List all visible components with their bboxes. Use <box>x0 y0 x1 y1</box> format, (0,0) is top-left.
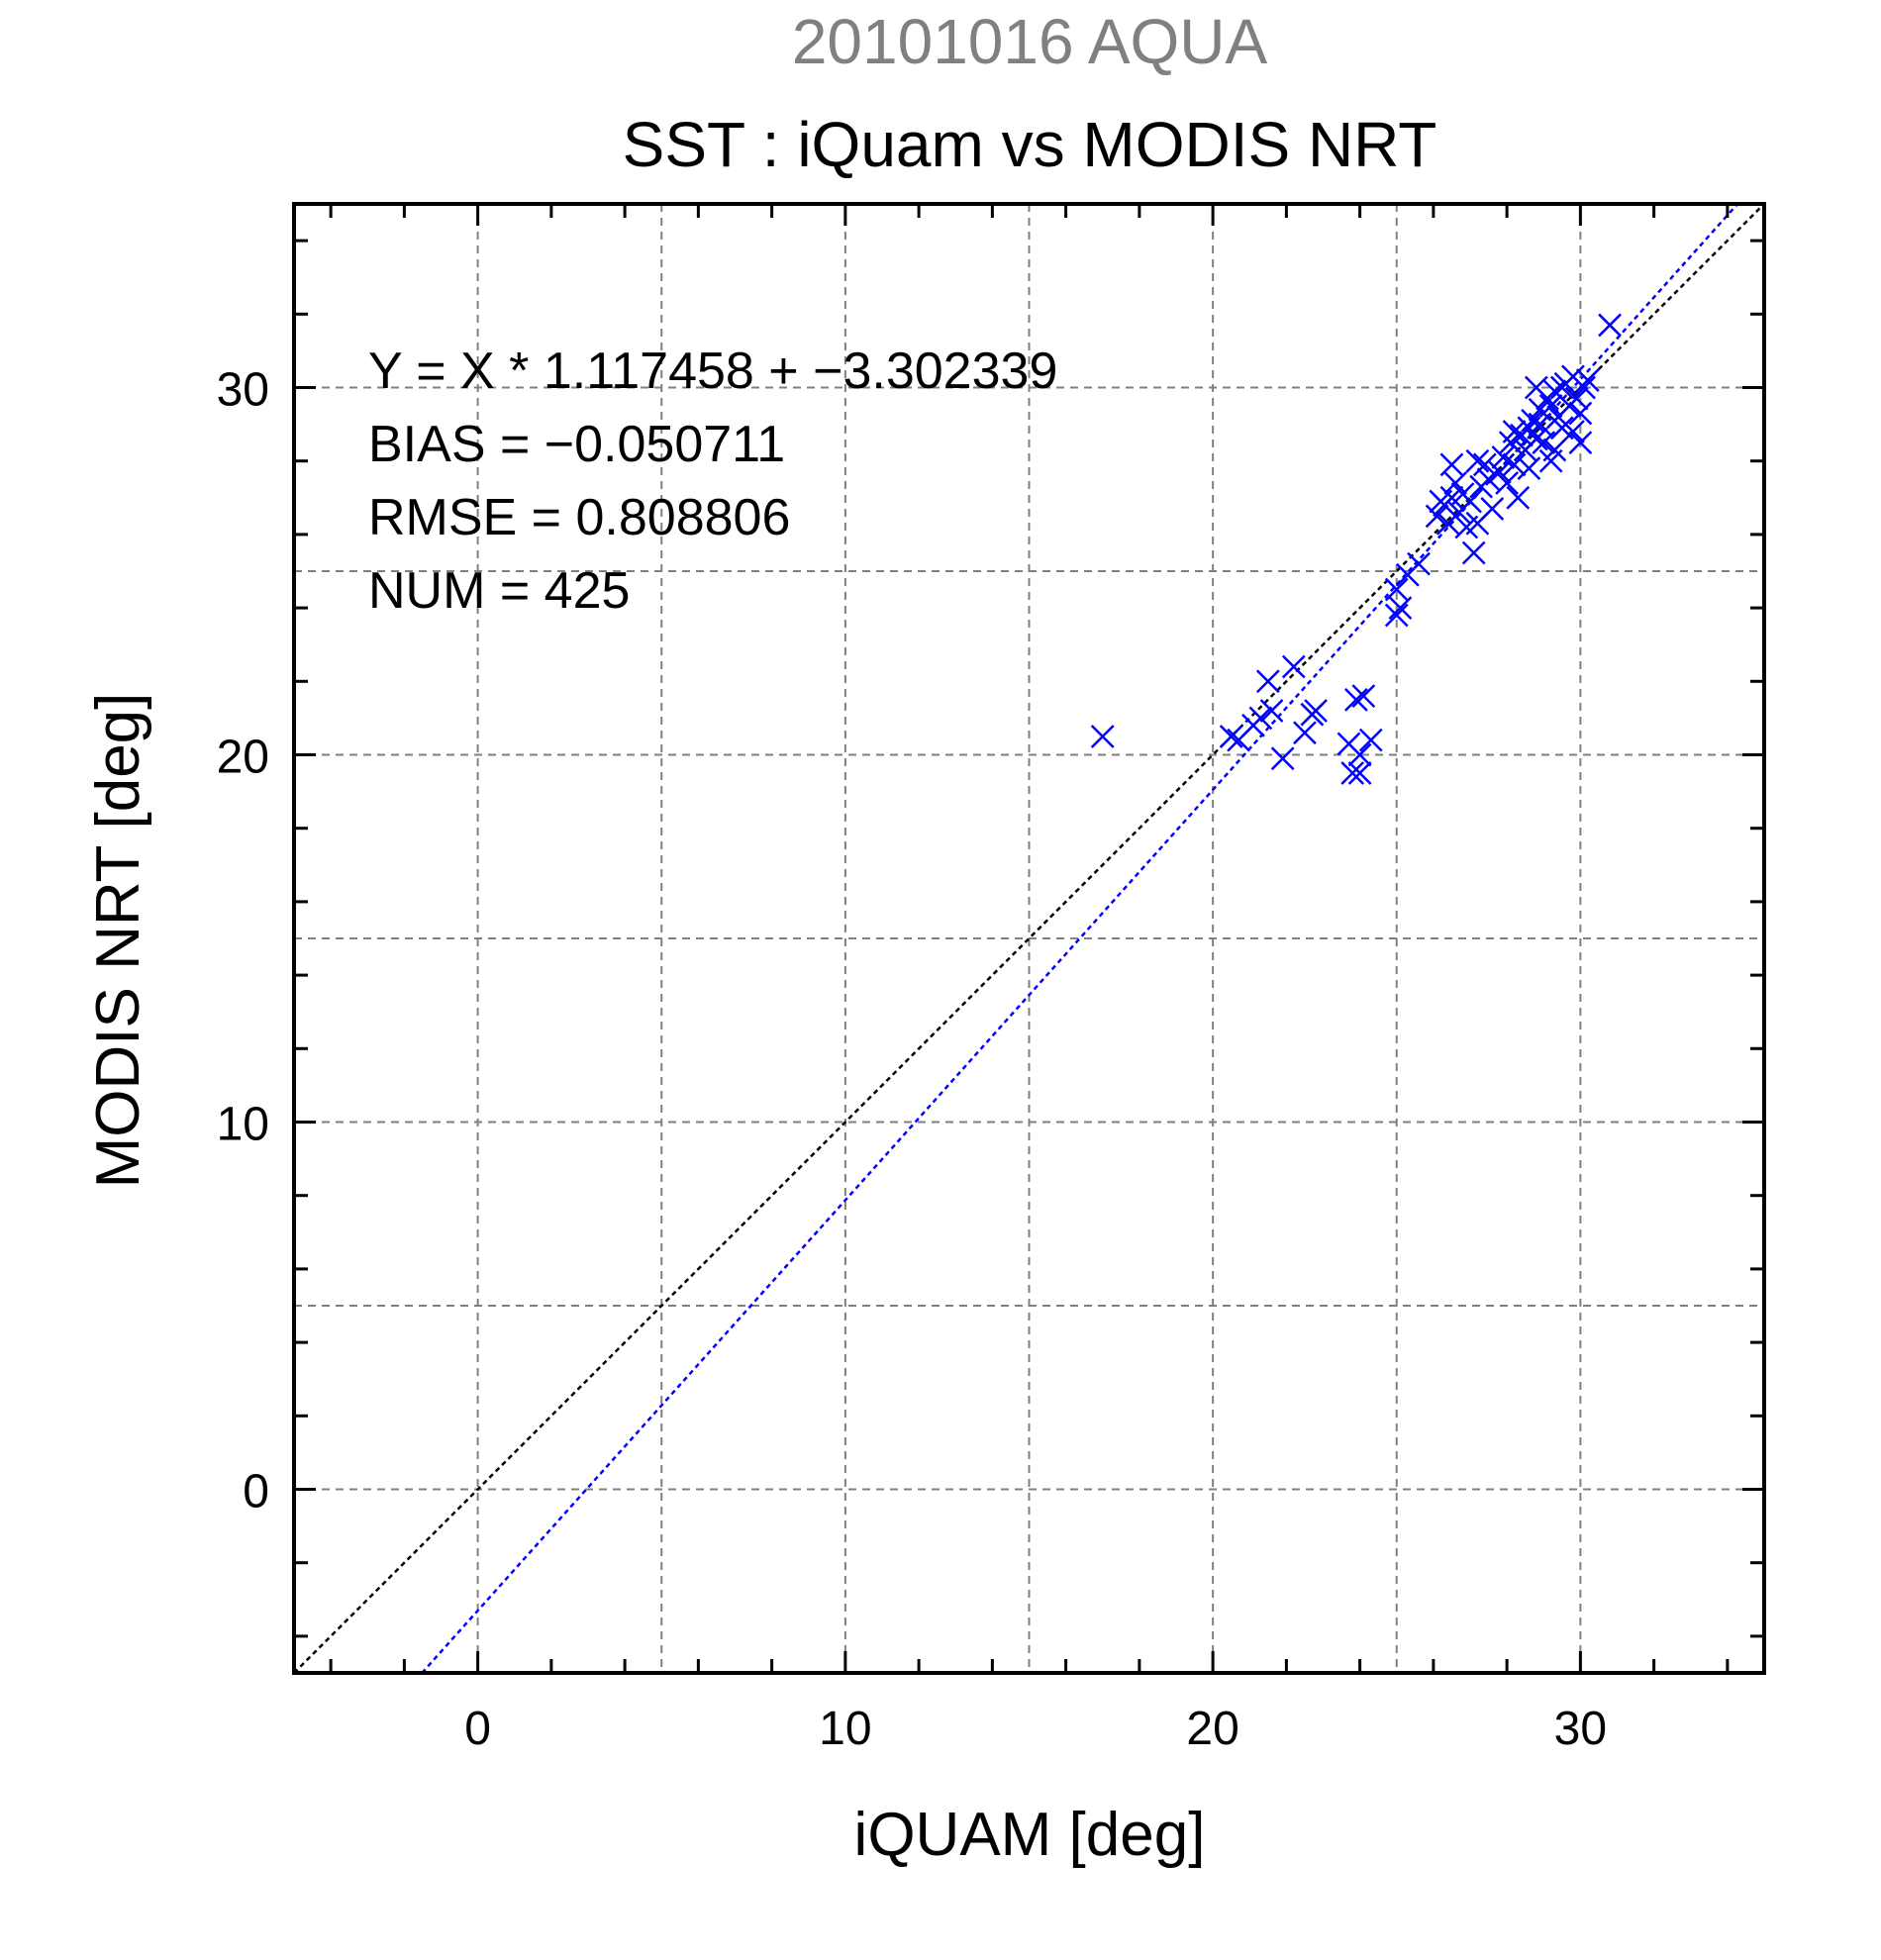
scatter-point <box>1293 721 1317 745</box>
scatter-point <box>1506 485 1531 510</box>
stat-bias: BIAS = −0.050711 <box>368 416 785 473</box>
scatter-point <box>1491 445 1516 469</box>
scatter-point <box>1561 420 1585 443</box>
scatter-point <box>1538 394 1563 418</box>
stat-rmse: RMSE = 0.808806 <box>368 489 790 546</box>
y-tick-label: 0 <box>243 1466 269 1519</box>
y-tick-label: 20 <box>217 732 269 784</box>
tick-marks <box>294 204 1764 1673</box>
stat-num: NUM = 425 <box>368 562 630 620</box>
scatter-point <box>1347 742 1372 767</box>
scatter-point <box>1347 761 1372 785</box>
scatter-point <box>1465 448 1490 473</box>
scatter-point <box>1281 654 1306 679</box>
scatter-point <box>1487 459 1512 484</box>
tick-labels: 0 10 20 30 0 10 20 30 <box>217 364 1607 1756</box>
scatter-point <box>1542 438 1567 462</box>
plot-area-frame <box>292 202 1766 1675</box>
y-axis-label: MODIS NRT [deg] <box>84 693 152 1189</box>
scatter-point <box>1517 456 1541 481</box>
scatter-point <box>1472 452 1497 477</box>
scatter-point <box>1425 504 1449 529</box>
grid <box>294 204 1764 1673</box>
scatter-point <box>1219 725 1243 748</box>
y-tick-label: 30 <box>217 364 269 417</box>
scatter-points <box>1090 313 1622 785</box>
scatter-point <box>1255 669 1280 694</box>
scatter-point <box>1090 725 1115 748</box>
x-tick-label: 10 <box>819 1703 871 1755</box>
scatter-point <box>1439 452 1464 477</box>
scatter-point <box>1358 728 1383 752</box>
scatter-point <box>1502 420 1527 443</box>
scatter-point <box>1344 687 1368 712</box>
scatter-point <box>1458 489 1482 514</box>
x-axis-label: iQUAM [deg] <box>854 1801 1206 1869</box>
scatter-point <box>1476 467 1501 492</box>
scatter-point <box>1407 551 1431 576</box>
x-tick-label: 20 <box>1186 1703 1238 1755</box>
scatter-point <box>1521 409 1544 433</box>
chart-title: SST : iQuam vs MODIS NRT <box>623 109 1437 180</box>
scatter-point <box>1351 684 1376 709</box>
scatter-point <box>1300 702 1325 727</box>
scatter-point <box>1461 540 1486 565</box>
scatter-point <box>1598 313 1622 338</box>
scatter-point <box>1480 497 1505 521</box>
scatter-point <box>1259 699 1284 723</box>
x-tick-label: 0 <box>464 1703 491 1755</box>
scatter-point <box>1549 375 1574 400</box>
scatter-point <box>1384 577 1409 602</box>
stat-equation: Y = X * 1.117458 + −3.302339 <box>368 343 1057 400</box>
statistics-box: Y = X * 1.117458 + −3.302339 BIAS = −0.0… <box>368 343 1057 620</box>
scatter-point <box>1388 596 1413 620</box>
scatter-point <box>1517 416 1541 441</box>
scatter-point <box>1429 489 1453 514</box>
scatter-point <box>1568 401 1593 426</box>
chart-subtitle: 20101016 AQUA <box>792 6 1268 77</box>
scatter-point <box>1572 375 1596 400</box>
scatter-point <box>1502 452 1527 477</box>
scatter-point <box>1568 431 1593 455</box>
scatter-point <box>1524 427 1548 451</box>
scatter-point <box>1340 761 1365 785</box>
scatter-point <box>1564 386 1589 411</box>
scatter-point <box>1270 746 1295 771</box>
scatter-point <box>1443 471 1468 495</box>
y-tick-label: 10 <box>217 1099 269 1151</box>
scatter-point <box>1248 706 1273 731</box>
x-tick-label: 30 <box>1554 1703 1607 1755</box>
scatter-point <box>1575 368 1600 392</box>
scatter-point <box>1495 471 1520 495</box>
scatter-point <box>1384 603 1409 628</box>
scatter-point <box>1524 375 1548 400</box>
